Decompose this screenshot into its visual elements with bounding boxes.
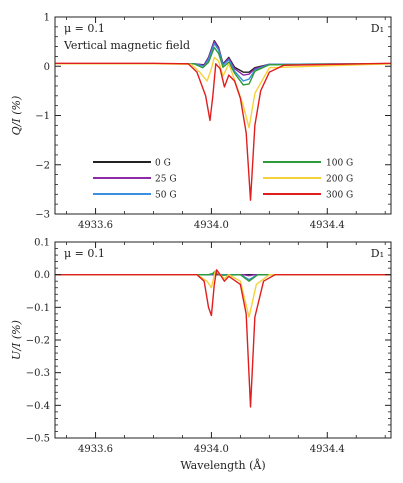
mu-annotation: μ = 0.1 (64, 22, 105, 35)
y-tick-label: −0.5 (26, 434, 50, 445)
line-annotation: D₁ (371, 22, 384, 35)
series-line-300g (55, 62, 391, 201)
series-line-300g (55, 269, 391, 408)
y-tick-label: −0.1 (26, 303, 50, 314)
legend: 0 G 25 G 50 G 100 G 200 G 300 G (93, 159, 353, 201)
y-tick-label: −0.4 (26, 401, 50, 412)
y-tick-label: 0 (44, 62, 50, 73)
legend-label: 200 G (326, 175, 353, 185)
series-lines (55, 39, 391, 201)
x-tick-label: 4934.0 (194, 220, 229, 231)
x-axis-label: Wavelength (Å) (180, 458, 265, 472)
field-annotation: Vertical magnetic field (63, 39, 190, 52)
legend-label: 25 G (155, 175, 177, 185)
x-tick-label: 4933.6 (78, 220, 113, 231)
legend-label: 50 G (155, 191, 177, 201)
y-tick-label: 1 (44, 13, 50, 24)
line-annotation: D₁ (371, 247, 384, 260)
x-tick-label: 4934.4 (310, 220, 345, 231)
x-tick-label: 4934.0 (194, 444, 229, 455)
q-over-i-panel: 4933.6 4934.0 4934.4 1 0 −1 −2 −3 Q/I (%) μ = 0.1… (10, 13, 392, 231)
y-tick-label: −3 (35, 210, 50, 221)
y-tick-label: −0.2 (26, 336, 50, 347)
series-lines (55, 269, 391, 408)
series-line-200g (55, 270, 391, 318)
y-tick-label: −2 (35, 160, 50, 171)
series-line-200g (55, 56, 391, 129)
x-tick-label: 4933.6 (78, 444, 113, 455)
u-over-i-panel: 4933.6 4934.0 4934.4 0.1 0.0 −0.1 −0.2 −0.3 −0.4… (10, 238, 392, 472)
y-tick-label: 0.0 (34, 270, 50, 281)
legend-label: 300 G (326, 191, 353, 201)
legend-label: 100 G (326, 159, 353, 169)
x-tick-label: 4934.4 (310, 444, 345, 455)
series-line-100g (55, 46, 391, 86)
y-tick-label: −1 (35, 111, 50, 122)
mu-annotation: μ = 0.1 (64, 247, 105, 260)
y-axis-label: Q/I (%) (10, 96, 23, 136)
legend-label: 0 G (155, 159, 171, 169)
y-tick-label: −0.3 (26, 368, 50, 379)
y-axis-label: U/I (%) (10, 320, 23, 360)
plot-frame (54, 241, 392, 439)
y-tick-label: 0.1 (34, 238, 50, 249)
